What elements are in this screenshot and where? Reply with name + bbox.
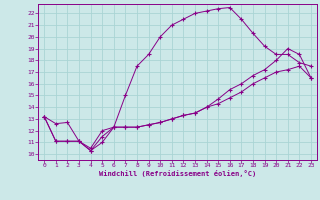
X-axis label: Windchill (Refroidissement éolien,°C): Windchill (Refroidissement éolien,°C) <box>99 170 256 177</box>
